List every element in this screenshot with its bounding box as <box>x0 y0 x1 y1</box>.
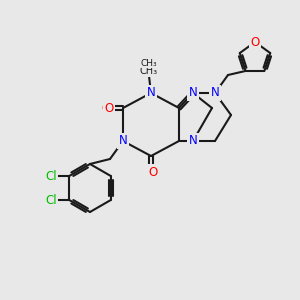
Text: O: O <box>101 101 111 115</box>
Text: N: N <box>211 86 219 100</box>
Text: N: N <box>118 134 127 148</box>
Text: O: O <box>148 166 158 178</box>
Text: O: O <box>104 101 114 115</box>
Text: O: O <box>250 35 260 49</box>
Text: CH₃: CH₃ <box>140 66 158 76</box>
Text: N: N <box>189 134 197 148</box>
Text: N: N <box>189 86 197 100</box>
Text: N: N <box>147 86 155 100</box>
Text: Cl: Cl <box>45 169 57 182</box>
Text: Cl: Cl <box>45 194 57 206</box>
Text: CH₃: CH₃ <box>141 59 157 68</box>
Text: O: O <box>146 169 156 182</box>
